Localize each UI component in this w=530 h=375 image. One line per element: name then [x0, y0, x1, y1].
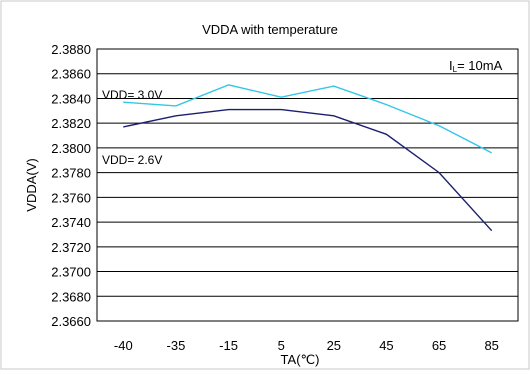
y-tick-label: 2.3800: [51, 141, 91, 156]
current-value: = 10mA: [457, 58, 502, 73]
current-symbol: I: [449, 58, 453, 73]
x-tick-label: 5: [278, 338, 285, 353]
y-tick-label: 2.3780: [51, 166, 91, 181]
y-tick-label: 2.3880: [51, 42, 91, 57]
y-tick-label: 2.3720: [51, 240, 91, 255]
series-label: VDD= 3.0V: [102, 88, 162, 102]
x-tick-label: -40: [114, 338, 133, 353]
y-tick-label: 2.3820: [51, 116, 91, 131]
x-tick-label: 45: [379, 338, 393, 353]
x-tick-label: -35: [167, 338, 186, 353]
y-tick-label: 2.3840: [51, 91, 91, 106]
y-tick-label: 2.3660: [51, 314, 91, 329]
x-tick-label: 25: [327, 338, 341, 353]
y-tick-label: 2.3760: [51, 190, 91, 205]
x-tick-label: 85: [484, 338, 498, 353]
y-tick-label: 2.3700: [51, 265, 91, 280]
plot-area-border: [96, 48, 519, 322]
y-tick-label: 2.3680: [51, 289, 91, 304]
y-tick-label: 2.3860: [51, 67, 91, 82]
y-axis-label: VDDA(V): [24, 158, 39, 211]
series-line: [123, 84, 493, 154]
x-tick-label: -15: [219, 338, 238, 353]
x-tick-label: 65: [432, 338, 446, 353]
chart-title: VDDA with temperature: [202, 22, 338, 37]
current-annotation: IL= 10mA: [449, 58, 503, 74]
series-label: VDD= 2.6V: [102, 153, 162, 167]
x-axis-label: TA(℃): [281, 352, 320, 367]
series-line: [123, 108, 493, 232]
y-tick-label: 2.3740: [51, 215, 91, 230]
current-subscript: L: [453, 65, 458, 74]
